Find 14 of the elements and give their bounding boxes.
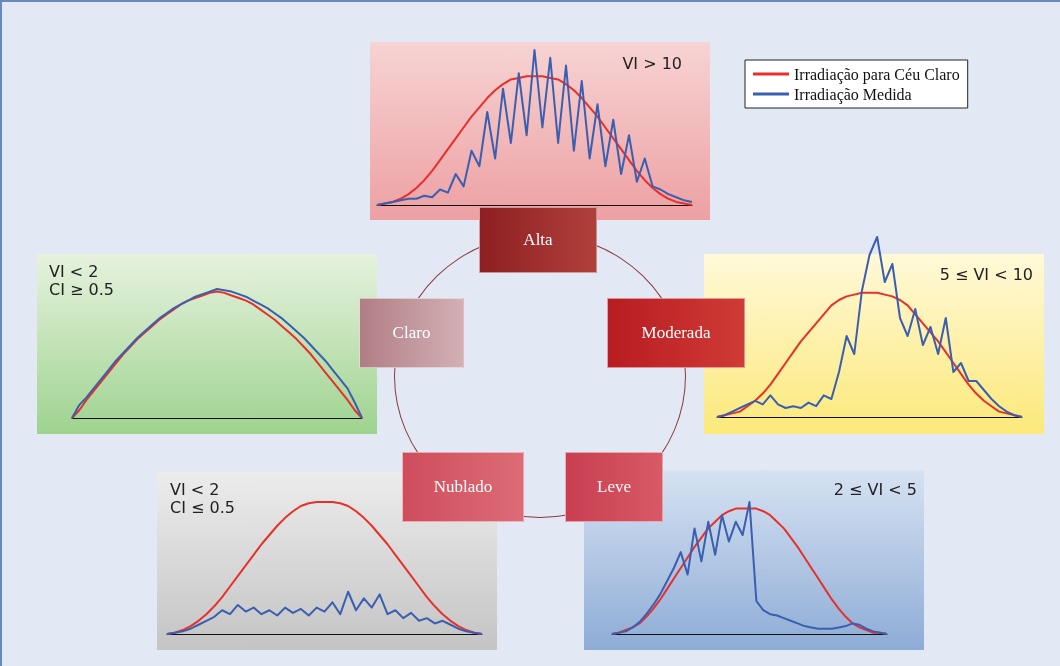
text: Leve	[565, 452, 663, 522]
text: 5 ≤ VI < 10	[939, 264, 1033, 284]
text: Nublado	[402, 452, 524, 522]
chart-subtitle: CI ≤ 0.5	[170, 497, 235, 517]
chart-subtitle: CI ≥ 0.5	[49, 279, 114, 299]
text: Claro	[359, 298, 464, 368]
chart-title: VI > 10	[622, 53, 683, 73]
text: Alta	[479, 207, 597, 273]
chart-title: VI < 2	[49, 261, 99, 281]
chart-title: VI < 2	[170, 479, 220, 499]
legend-label: Irradiação Medida	[794, 85, 912, 104]
legend-label: Irradiação para Céu Claro	[794, 65, 960, 84]
chart-title: 2 ≤ VI < 5	[833, 479, 918, 499]
text: Moderada	[607, 298, 745, 368]
